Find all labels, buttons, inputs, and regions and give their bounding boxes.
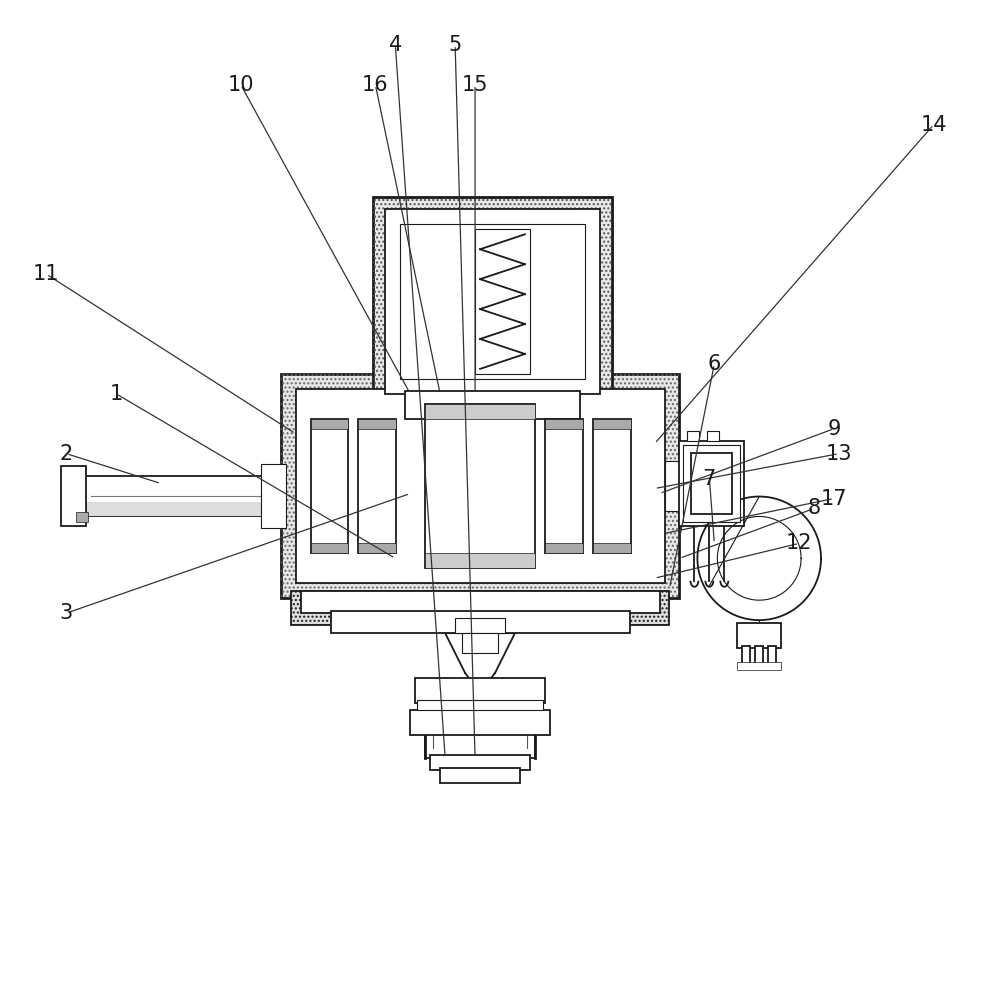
Text: 4: 4 <box>389 35 402 55</box>
Bar <box>455 618 505 633</box>
Bar <box>296 389 665 583</box>
Bar <box>71 477 281 516</box>
Bar <box>425 404 535 568</box>
Bar <box>679 441 744 526</box>
Bar <box>742 646 750 666</box>
Text: 13: 13 <box>826 444 852 464</box>
Bar <box>373 197 612 406</box>
Text: 12: 12 <box>786 533 812 553</box>
Bar <box>737 662 781 670</box>
Bar <box>425 693 535 758</box>
Bar <box>687 431 699 441</box>
Bar <box>707 431 719 441</box>
Text: 9: 9 <box>827 419 841 439</box>
Bar <box>665 461 682 511</box>
Text: 16: 16 <box>362 75 389 95</box>
Bar <box>430 755 530 770</box>
Bar <box>737 623 781 648</box>
Bar <box>301 591 660 613</box>
Bar <box>331 611 630 633</box>
Bar <box>311 543 348 553</box>
Text: 2: 2 <box>60 444 73 464</box>
Text: 7: 7 <box>703 469 716 489</box>
Bar <box>311 419 348 553</box>
Text: 14: 14 <box>920 115 947 135</box>
Bar <box>400 224 585 379</box>
Text: 6: 6 <box>708 354 721 374</box>
Bar <box>76 512 88 522</box>
Text: 11: 11 <box>33 264 60 284</box>
Bar <box>593 419 631 553</box>
Bar <box>358 419 396 429</box>
Bar <box>358 419 396 553</box>
Text: 1: 1 <box>110 384 123 404</box>
Bar <box>281 374 679 598</box>
Bar <box>61 467 86 526</box>
Bar <box>593 543 631 553</box>
Bar <box>462 633 498 653</box>
Bar <box>410 710 550 735</box>
Text: 15: 15 <box>462 75 488 95</box>
Bar <box>417 700 543 710</box>
Bar <box>440 768 520 783</box>
Bar <box>358 543 396 553</box>
Bar <box>291 591 669 625</box>
Bar <box>71 502 281 516</box>
Bar <box>691 454 732 514</box>
Text: 10: 10 <box>228 75 254 95</box>
Bar <box>311 419 348 429</box>
Bar <box>545 419 583 429</box>
Text: 3: 3 <box>60 603 73 623</box>
Bar <box>415 678 545 703</box>
Bar <box>593 419 631 429</box>
Bar <box>683 446 740 522</box>
Bar <box>261 465 286 528</box>
Bar <box>768 646 776 666</box>
Bar <box>755 646 763 666</box>
Bar <box>545 419 583 553</box>
Bar <box>373 197 612 406</box>
Bar <box>425 404 535 419</box>
Text: 8: 8 <box>807 498 821 518</box>
Bar <box>545 543 583 553</box>
Bar <box>425 553 535 568</box>
Bar <box>475 229 530 374</box>
Bar <box>405 391 580 419</box>
Bar <box>385 209 600 394</box>
Bar <box>281 374 679 598</box>
Text: 17: 17 <box>821 489 847 508</box>
Text: 5: 5 <box>449 35 462 55</box>
